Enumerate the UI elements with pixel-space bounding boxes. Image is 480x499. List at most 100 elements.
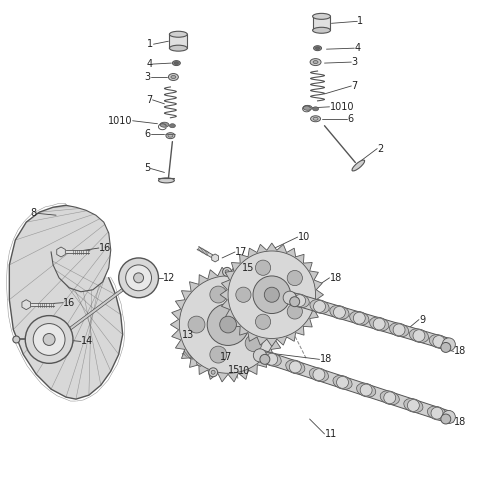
Ellipse shape <box>370 317 389 331</box>
Circle shape <box>210 346 227 363</box>
Ellipse shape <box>313 46 322 51</box>
Text: 17: 17 <box>220 352 232 362</box>
Circle shape <box>245 297 262 314</box>
Ellipse shape <box>384 392 396 404</box>
Text: 6: 6 <box>144 129 151 139</box>
Ellipse shape <box>389 323 408 337</box>
Text: 4: 4 <box>354 43 360 53</box>
Ellipse shape <box>334 306 346 318</box>
Ellipse shape <box>333 375 352 389</box>
Ellipse shape <box>209 368 217 377</box>
Ellipse shape <box>211 370 215 374</box>
Polygon shape <box>197 358 204 366</box>
Circle shape <box>236 287 251 302</box>
Ellipse shape <box>13 336 20 343</box>
Ellipse shape <box>312 13 330 19</box>
Ellipse shape <box>266 353 277 365</box>
Ellipse shape <box>158 178 174 183</box>
Ellipse shape <box>290 294 309 307</box>
Circle shape <box>441 414 451 424</box>
Polygon shape <box>57 247 65 257</box>
Circle shape <box>260 354 270 364</box>
Circle shape <box>287 304 302 319</box>
Ellipse shape <box>313 300 325 312</box>
Bar <box>169 34 187 48</box>
Circle shape <box>228 251 315 338</box>
Ellipse shape <box>404 399 423 412</box>
Text: 18: 18 <box>454 346 466 356</box>
Circle shape <box>133 273 144 283</box>
Ellipse shape <box>433 335 445 347</box>
Circle shape <box>253 276 290 313</box>
Text: 9: 9 <box>419 314 425 324</box>
Text: 17: 17 <box>235 247 247 257</box>
Text: 1010: 1010 <box>108 116 132 126</box>
Text: 11: 11 <box>324 429 337 439</box>
Ellipse shape <box>171 75 176 78</box>
Ellipse shape <box>431 407 443 419</box>
Circle shape <box>441 342 451 352</box>
Circle shape <box>264 287 279 302</box>
Ellipse shape <box>350 311 369 325</box>
Text: 7: 7 <box>146 95 153 105</box>
Text: 12: 12 <box>164 273 176 283</box>
Circle shape <box>255 314 271 329</box>
Circle shape <box>290 297 300 307</box>
Ellipse shape <box>174 62 179 64</box>
Text: 8: 8 <box>30 208 36 218</box>
Circle shape <box>207 304 249 345</box>
Bar <box>312 16 330 30</box>
Circle shape <box>188 316 205 333</box>
Ellipse shape <box>166 133 175 139</box>
Text: 18: 18 <box>454 417 466 427</box>
Ellipse shape <box>313 117 318 120</box>
Ellipse shape <box>303 105 312 110</box>
Circle shape <box>33 323 65 355</box>
Ellipse shape <box>311 116 321 122</box>
Ellipse shape <box>442 411 456 424</box>
Polygon shape <box>22 300 31 310</box>
Polygon shape <box>220 243 324 346</box>
Ellipse shape <box>262 352 281 366</box>
Circle shape <box>220 316 237 333</box>
Ellipse shape <box>310 299 329 313</box>
Ellipse shape <box>427 406 446 420</box>
Ellipse shape <box>169 31 187 37</box>
Circle shape <box>180 276 277 373</box>
Text: 10: 10 <box>298 232 310 242</box>
Polygon shape <box>9 205 123 399</box>
Text: 10: 10 <box>238 366 250 376</box>
Ellipse shape <box>336 376 348 388</box>
Ellipse shape <box>169 124 175 128</box>
Text: 1: 1 <box>147 39 154 49</box>
Circle shape <box>210 286 227 303</box>
Text: 1: 1 <box>357 16 363 26</box>
Ellipse shape <box>312 107 319 111</box>
Ellipse shape <box>409 329 429 343</box>
Ellipse shape <box>380 391 399 405</box>
Text: 18: 18 <box>320 354 332 364</box>
Ellipse shape <box>253 349 266 362</box>
Polygon shape <box>288 292 450 350</box>
Text: 1010: 1010 <box>329 102 354 112</box>
Text: 3: 3 <box>351 57 358 67</box>
Text: 13: 13 <box>182 329 194 339</box>
Ellipse shape <box>309 368 328 382</box>
Ellipse shape <box>442 338 456 351</box>
Text: 18: 18 <box>329 273 342 283</box>
Text: 7: 7 <box>351 81 358 91</box>
Ellipse shape <box>223 267 231 276</box>
Text: 2: 2 <box>377 144 384 154</box>
Ellipse shape <box>393 324 405 336</box>
Polygon shape <box>182 351 198 362</box>
Ellipse shape <box>352 160 365 171</box>
Ellipse shape <box>225 270 229 274</box>
Polygon shape <box>197 247 213 257</box>
Polygon shape <box>170 267 286 382</box>
Ellipse shape <box>429 335 448 348</box>
Ellipse shape <box>312 27 330 33</box>
Text: 6: 6 <box>348 114 353 124</box>
Ellipse shape <box>313 369 325 381</box>
Polygon shape <box>212 254 218 262</box>
Ellipse shape <box>360 384 372 396</box>
